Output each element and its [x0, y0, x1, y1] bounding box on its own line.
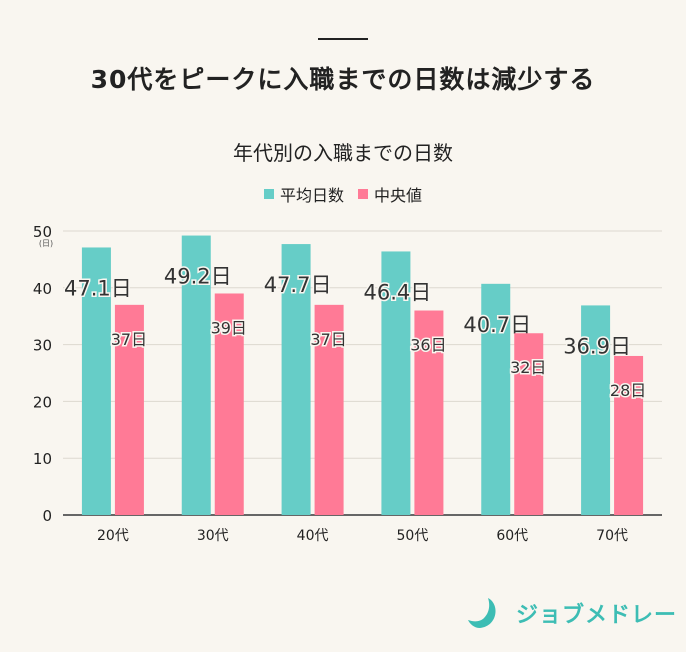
data-label-median: 36日 — [410, 336, 446, 355]
bar-mean — [281, 244, 311, 515]
data-label-mean: 46.4日 — [364, 280, 432, 304]
data-label-mean: 40.7日 — [463, 313, 531, 337]
headline: 30代をピークに入職までの日数は減少する — [90, 65, 596, 94]
bar-median — [314, 304, 344, 515]
y-tick-label: 0 — [42, 507, 52, 525]
data-label-mean: 47.7日 — [264, 273, 332, 297]
data-label-median: 32日 — [510, 358, 546, 377]
x-tick-label: 70代 — [596, 528, 628, 544]
y-tick-label: 50 — [33, 223, 52, 241]
logo: ジョブメドレー — [466, 596, 677, 630]
data-label-median: 39日 — [211, 318, 247, 337]
x-tick-label: 60代 — [496, 528, 528, 544]
bar-mean — [481, 283, 511, 515]
y-tick-label: 30 — [33, 337, 52, 355]
bar-median — [514, 333, 544, 515]
legend: 平均日数 中央値 — [0, 182, 686, 206]
data-label-mean: 36.9日 — [563, 334, 631, 358]
bar-chart: 0 10 20 30 40 50(日) 20代 47.1日 37日 30代 49.2日 39日 40代 4… — [33, 223, 662, 544]
title-rule — [318, 38, 368, 40]
legend-item-median: 中央値 — [358, 182, 422, 206]
x-tick-label: 30代 — [197, 528, 229, 544]
data-label-median: 37日 — [310, 330, 346, 349]
data-label-median: 28日 — [610, 381, 646, 400]
x-tick-label: 40代 — [297, 528, 329, 544]
legend-label-median: 中央値 — [374, 186, 423, 205]
legend-item-mean: 平均日数 — [263, 182, 344, 206]
chart-title: 年代別の入職までの日数 — [233, 141, 453, 165]
bar-median — [114, 304, 144, 515]
legend-swatch-median — [358, 189, 368, 199]
legend-label-mean: 平均日数 — [279, 186, 344, 205]
y-tick-label: 10 — [33, 450, 52, 468]
y-tick-label: 40 — [33, 280, 52, 298]
bar-mean — [81, 247, 111, 516]
legend-swatch-mean — [263, 189, 274, 199]
bar-median — [214, 293, 244, 515]
x-tick-label: 50代 — [397, 528, 429, 544]
bar-median — [414, 310, 444, 515]
data-label-mean: 47.1日 — [64, 276, 132, 300]
y-unit-label: (日) — [39, 239, 53, 248]
y-tick-label: 20 — [33, 393, 52, 411]
logo-text: ジョブメドレー — [516, 603, 678, 628]
x-tick-label: 20代 — [97, 528, 129, 544]
bar-mean — [381, 251, 411, 515]
bar-mean — [181, 235, 211, 515]
data-label-median: 37日 — [111, 330, 147, 349]
bar-median — [614, 355, 644, 515]
logo-mark-icon — [468, 598, 496, 628]
bar-mean — [581, 305, 611, 515]
data-label-mean: 49.2日 — [164, 265, 232, 289]
